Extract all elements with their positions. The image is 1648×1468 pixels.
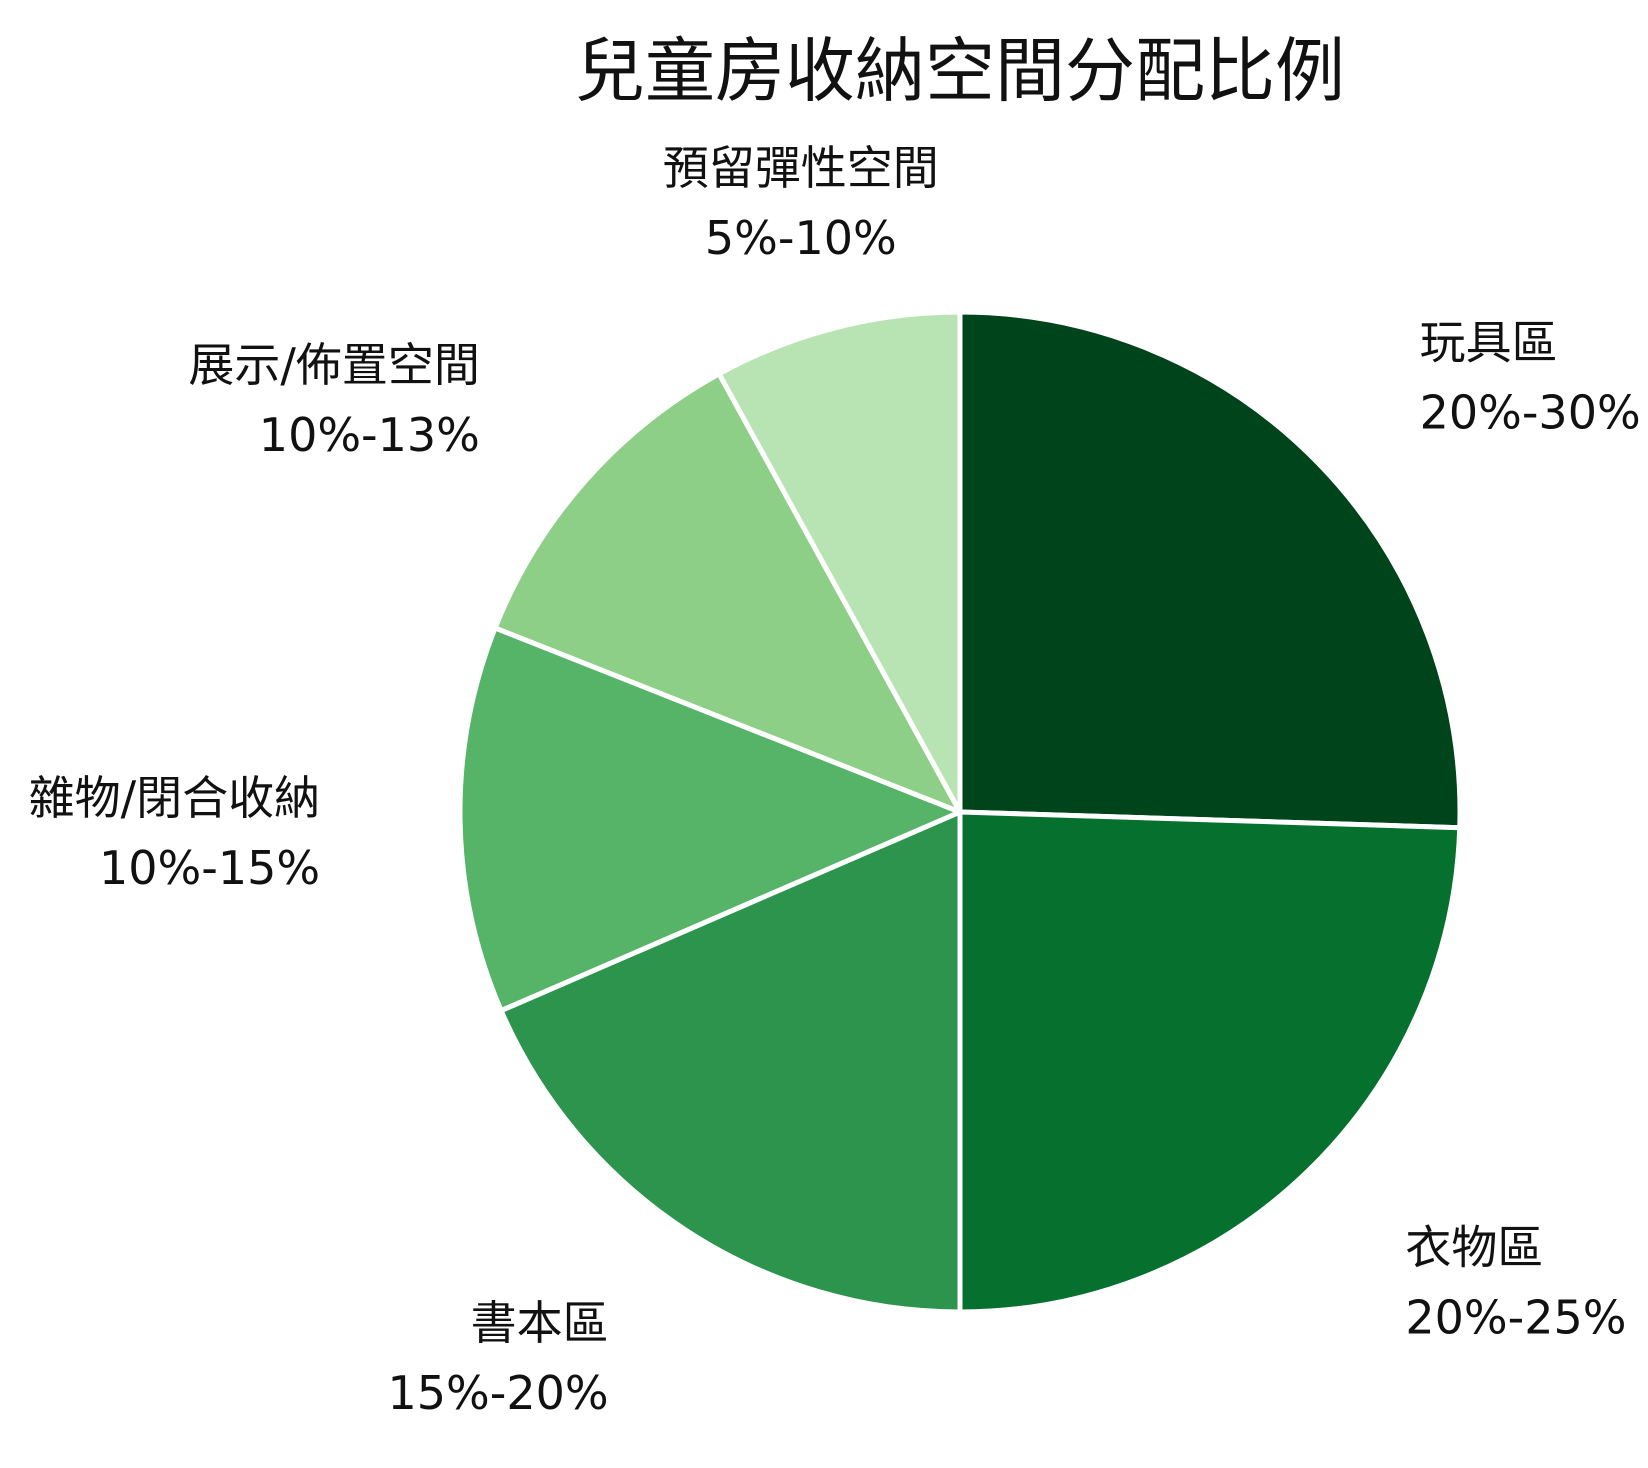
pie-slice <box>498 809 963 1315</box>
slice-label-range: 15%-20% <box>388 1366 609 1420</box>
slice-label-name: 玩具區 <box>1420 316 1558 370</box>
slice-label: 展示/佈置空間 10%-13% <box>188 338 480 462</box>
slice-label: 衣物區 20%-25% <box>1405 1221 1626 1345</box>
slice-label-range: 20%-25% <box>1405 1291 1626 1345</box>
pie-slice <box>716 309 963 815</box>
pie-slice <box>492 371 963 815</box>
slice-label-name: 展示/佈置空間 <box>188 338 480 392</box>
pie-slice <box>957 309 1463 831</box>
chart-title: 兒童房收納空間分配比例 <box>575 30 1345 112</box>
pie-slice <box>957 809 1463 1315</box>
slice-label: 玩具區 20%-30% <box>1420 316 1641 440</box>
pie-labels: 玩具區 20%-30% 衣物區 20%-25% 書本區 15%-20% 雜物/閉合收納 10%… <box>29 141 1641 1420</box>
slice-label-name: 衣物區 <box>1405 1221 1543 1275</box>
slice-label-range: 5%-10% <box>705 211 897 265</box>
slice-label: 雜物/閉合收納 10%-15% <box>29 771 321 895</box>
slice-label: 書本區 15%-20% <box>388 1296 609 1420</box>
slice-label-range: 20%-30% <box>1420 386 1641 440</box>
slice-label-name: 雜物/閉合收納 <box>29 771 321 825</box>
slice-label-range: 10%-15% <box>99 841 320 895</box>
slice-label-name: 預留彈性空間 <box>663 141 939 195</box>
pie-slice <box>457 625 963 1014</box>
slice-label-name: 書本區 <box>471 1296 609 1350</box>
pie-slices <box>457 309 1463 1315</box>
slice-label-range: 10%-13% <box>259 408 480 462</box>
slice-label: 預留彈性空間 5%-10% <box>663 141 939 265</box>
